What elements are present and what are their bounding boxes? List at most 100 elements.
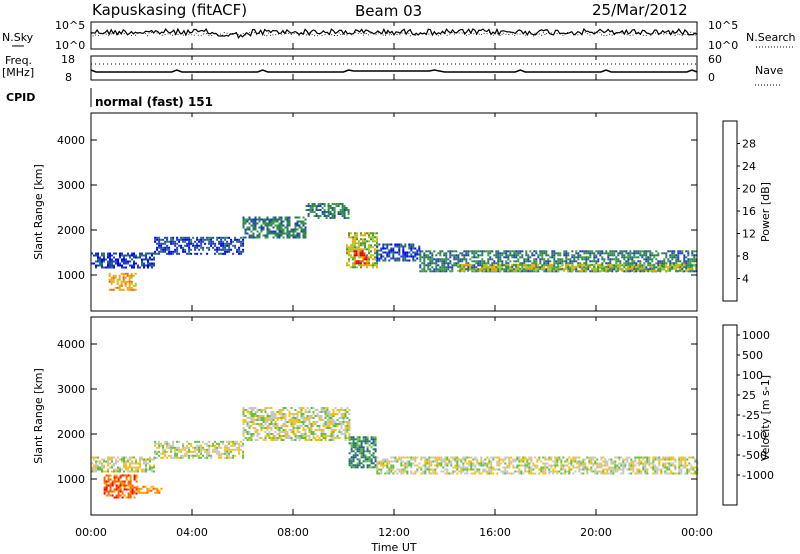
heatmap-cell — [276, 419, 279, 421]
heatmap-cell — [585, 269, 588, 272]
heatmap-cell — [477, 250, 480, 253]
heatmap-cell — [488, 470, 491, 473]
heatmap-cell — [396, 472, 399, 475]
heatmap-cell — [359, 250, 362, 253]
heatmap-cell — [348, 442, 351, 445]
heatmap-cell — [406, 462, 409, 465]
heatmap-cell — [248, 433, 251, 435]
heatmap-cell — [312, 433, 315, 435]
heatmap-cell — [374, 240, 376, 243]
heatmap-cell — [601, 262, 604, 265]
heatmap-cell — [270, 427, 273, 429]
heatmap-cell — [127, 496, 130, 499]
heatmap-cell — [268, 419, 271, 421]
heatmap-cell — [194, 252, 197, 255]
heatmap-cell — [294, 222, 297, 225]
heatmap-cell — [396, 458, 399, 461]
heatmap-cell — [441, 264, 444, 267]
heatmap-cell — [186, 236, 189, 239]
heatmap-cell — [503, 268, 506, 271]
heatmap-cell — [639, 267, 642, 270]
heatmap-cell — [654, 464, 657, 467]
heatmap-cell — [376, 266, 378, 269]
heatmap-cell — [362, 446, 365, 449]
heatmap-cell — [380, 462, 383, 465]
heatmap-cell — [296, 413, 299, 415]
heatmap-cell — [423, 264, 426, 267]
heatmap-cell — [321, 211, 324, 213]
heatmap-cell — [628, 466, 631, 469]
heatmap-cell — [483, 260, 486, 263]
heatmap-cell — [454, 466, 457, 469]
heatmap-cell — [406, 251, 409, 254]
heatmap-cell — [591, 252, 594, 255]
heatmap-cell — [451, 270, 454, 273]
heatmap-cell — [278, 224, 281, 227]
heatmap-cell — [262, 228, 265, 231]
heatmap-cell — [513, 260, 516, 263]
heatmap-cell — [423, 254, 426, 257]
heatmap-cell — [607, 269, 610, 272]
heatmap-cell — [125, 464, 127, 467]
heatmap-cell — [358, 440, 361, 443]
heatmap-cell — [123, 260, 125, 263]
heatmap-cell — [352, 444, 355, 447]
heatmap-cell — [368, 466, 371, 469]
heatmap-cell — [624, 458, 627, 461]
heatmap-cell — [200, 448, 203, 451]
heatmap-cell — [588, 460, 591, 463]
heatmap-cell — [502, 466, 505, 469]
heatmap-cell — [250, 437, 253, 439]
heatmap-cell — [284, 216, 287, 219]
heatmap-cell — [278, 226, 281, 229]
heatmap-cell — [184, 454, 187, 457]
heatmap-cell — [423, 266, 426, 269]
noise-panel: N.Sky 10^5 10^0 10^5 10^0 N.Search — [2, 19, 796, 52]
noise-right-tick-bottom: 10^0 — [708, 39, 738, 52]
heatmap-cell — [252, 435, 255, 437]
heatmap-cell — [162, 448, 165, 451]
heatmap-cell — [276, 226, 279, 229]
heatmap-cell — [111, 258, 113, 261]
heatmap-cell — [495, 256, 498, 259]
heatmap-cell — [581, 256, 584, 259]
heatmap-cell — [565, 267, 568, 270]
heatmap-cell — [436, 472, 439, 475]
heatmap-cell — [192, 450, 195, 453]
heatmap-region — [353, 250, 368, 265]
heatmap-cell — [374, 460, 377, 463]
heatmap-cell — [328, 419, 331, 421]
heatmap-cell — [501, 252, 504, 255]
heatmap-cell — [320, 435, 323, 437]
heatmap-cell — [532, 472, 535, 475]
heatmap-cell — [535, 252, 538, 255]
heatmap-cell — [586, 470, 589, 473]
heatmap-cell — [653, 266, 656, 269]
heatmap-cell — [579, 254, 582, 257]
heatmap-cell — [629, 256, 632, 259]
heatmap-cell — [198, 440, 201, 443]
heatmap-cell — [425, 250, 428, 253]
heatmap-cell — [316, 421, 319, 423]
heatmap-cell — [461, 254, 464, 257]
heatmap-cell — [208, 448, 211, 451]
heatmap-cell — [429, 258, 432, 261]
heatmap-cell — [368, 244, 370, 247]
heatmap-cell — [166, 456, 169, 459]
heatmap-cell — [280, 417, 283, 419]
heatmap-cell — [268, 407, 271, 409]
heatmap-cell — [278, 417, 281, 419]
heatmap-cell — [250, 407, 253, 409]
heatmap-cell — [132, 274, 135, 277]
heatmap-cell — [527, 256, 530, 259]
heatmap-cell — [419, 266, 422, 269]
heatmap-cell — [640, 456, 643, 459]
heatmap-cell — [327, 209, 330, 211]
heatmap-cell — [504, 466, 507, 469]
heatmap-cell — [404, 466, 407, 469]
heatmap-cell — [316, 439, 319, 441]
heatmap-cell — [244, 415, 247, 417]
heatmap-cell — [240, 236, 243, 239]
heatmap-cell — [640, 472, 643, 475]
heatmap-cell — [443, 252, 446, 255]
